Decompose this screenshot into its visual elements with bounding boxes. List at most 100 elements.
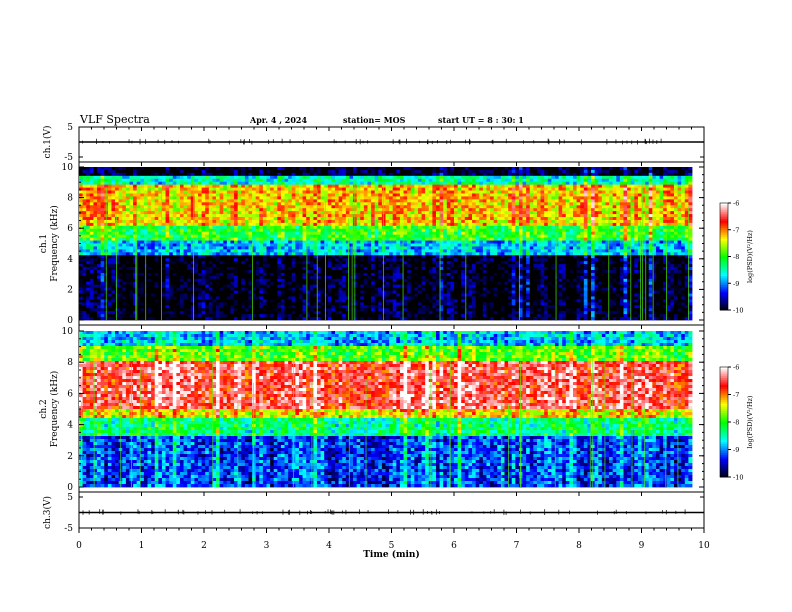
spectrogram-cell bbox=[216, 193, 221, 197]
spectrogram-cell bbox=[591, 190, 596, 194]
spectrogram-cell bbox=[133, 208, 138, 212]
spectrogram-cell bbox=[580, 167, 585, 171]
spectrogram-cell bbox=[396, 231, 401, 236]
spectrogram-cell bbox=[298, 228, 303, 233]
spectrogram-cell bbox=[367, 175, 372, 180]
spectrogram-cell bbox=[500, 214, 505, 218]
spectrogram-cell bbox=[115, 237, 120, 241]
spectrogram-cell bbox=[655, 217, 660, 221]
spectrogram-cell bbox=[428, 237, 433, 241]
spectrogram-cell bbox=[432, 225, 437, 230]
spectrogram-cell bbox=[558, 243, 563, 247]
spectrogram-cell bbox=[241, 249, 246, 253]
spectrogram-cell bbox=[490, 172, 495, 177]
spectrogram-cell bbox=[497, 178, 502, 183]
spectrogram-cell bbox=[446, 193, 451, 197]
spectrogram-cell bbox=[627, 225, 632, 230]
spectrogram-cell bbox=[544, 187, 549, 191]
spectrogram-cell bbox=[522, 187, 527, 191]
spectrogram-cell bbox=[176, 190, 181, 194]
spectrogram-cell bbox=[385, 234, 390, 239]
spectrogram-cell bbox=[241, 193, 246, 197]
spectrogram-cell bbox=[241, 175, 246, 180]
spectrogram-cell bbox=[295, 240, 300, 244]
spectrogram-cell bbox=[133, 167, 138, 171]
spectrogram-cell bbox=[331, 222, 336, 227]
spectrogram-cell bbox=[183, 225, 188, 230]
spectrogram-cell bbox=[619, 190, 624, 194]
spectrogram-cell bbox=[320, 196, 325, 200]
spectrogram-cell bbox=[316, 172, 321, 177]
spectrogram-cell bbox=[504, 193, 509, 197]
spectrogram-cell bbox=[331, 243, 336, 247]
spectrogram-cell bbox=[673, 167, 678, 171]
spectrogram-cell bbox=[684, 167, 689, 171]
spectrogram-cell bbox=[270, 219, 275, 224]
spectrogram-cell bbox=[619, 228, 624, 233]
spectrogram-cell bbox=[583, 184, 588, 188]
spectrogram-cell bbox=[475, 205, 480, 209]
spectrogram-cell bbox=[623, 208, 628, 212]
spectrogram-cell bbox=[367, 172, 372, 177]
spectrogram-cell bbox=[125, 196, 130, 200]
spectrogram-cell bbox=[320, 225, 325, 230]
spectrogram-cell bbox=[526, 222, 531, 227]
spectrogram-cell bbox=[670, 211, 675, 215]
spectrogram-cell bbox=[439, 193, 444, 197]
spectrogram-cell bbox=[143, 193, 148, 197]
spectrogram-cell bbox=[591, 193, 596, 197]
spectrogram-cell bbox=[504, 234, 509, 239]
spectrogram-cell bbox=[313, 205, 318, 209]
spectrogram-cell bbox=[302, 202, 307, 206]
spectrogram-cell bbox=[338, 167, 343, 171]
spectrogram-cell bbox=[421, 211, 426, 215]
spectrogram-cell bbox=[363, 246, 368, 250]
spectrogram-cell bbox=[410, 240, 415, 244]
spectrogram-cell bbox=[288, 178, 293, 183]
spectrogram-cell bbox=[536, 205, 541, 209]
spectrogram-cell bbox=[226, 219, 231, 224]
spectrogram-cell bbox=[345, 187, 350, 191]
spectrogram-cell bbox=[634, 231, 639, 236]
spectrogram-cell bbox=[526, 208, 531, 212]
spectrogram-cell bbox=[288, 217, 293, 221]
spectrogram-cell bbox=[417, 243, 422, 247]
spectrogram-cell bbox=[197, 202, 202, 206]
spectrogram-cell bbox=[601, 246, 606, 250]
spectrogram-cell bbox=[252, 228, 257, 233]
spectrogram-cell bbox=[684, 199, 689, 203]
spectrogram-cell bbox=[432, 237, 437, 241]
spectrogram-cell bbox=[302, 246, 307, 250]
spectrogram-cell bbox=[558, 196, 563, 200]
spectrogram-cell bbox=[533, 202, 538, 206]
spectrogram-cell bbox=[648, 193, 653, 197]
spectrogram-cell bbox=[248, 234, 253, 239]
spectrogram-cell bbox=[161, 237, 166, 241]
spectrogram-cell bbox=[219, 199, 224, 203]
spectrogram-cell bbox=[385, 214, 390, 218]
spectrogram-cell bbox=[335, 228, 340, 233]
spectrogram-cell bbox=[547, 193, 552, 197]
spectrogram-cell bbox=[356, 193, 361, 197]
spectrogram-cell bbox=[342, 181, 347, 186]
spectrogram-cell bbox=[291, 234, 296, 239]
spectrogram-cell bbox=[183, 187, 188, 191]
spectrogram-cell bbox=[673, 240, 678, 244]
spectrogram-cell bbox=[609, 217, 614, 221]
spectrogram-cell bbox=[89, 237, 94, 241]
spectrogram-cell bbox=[688, 175, 693, 180]
spectrogram-cell bbox=[356, 225, 361, 230]
spectrogram-cell bbox=[493, 202, 498, 206]
spectrogram-cell bbox=[291, 208, 296, 212]
spectrogram-cell bbox=[288, 205, 293, 209]
spectrogram-cell bbox=[641, 184, 646, 188]
spectrogram-cell bbox=[688, 208, 693, 212]
spectrogram-cell bbox=[417, 222, 422, 227]
spectrogram-cell bbox=[147, 237, 152, 241]
spectrogram-cell bbox=[540, 190, 545, 194]
spectrogram-cell bbox=[345, 184, 350, 188]
spectrogram-cell bbox=[266, 243, 271, 247]
spectrogram-cell bbox=[497, 228, 502, 233]
spectrogram-cell bbox=[165, 187, 170, 191]
spectrogram-cell bbox=[320, 240, 325, 244]
